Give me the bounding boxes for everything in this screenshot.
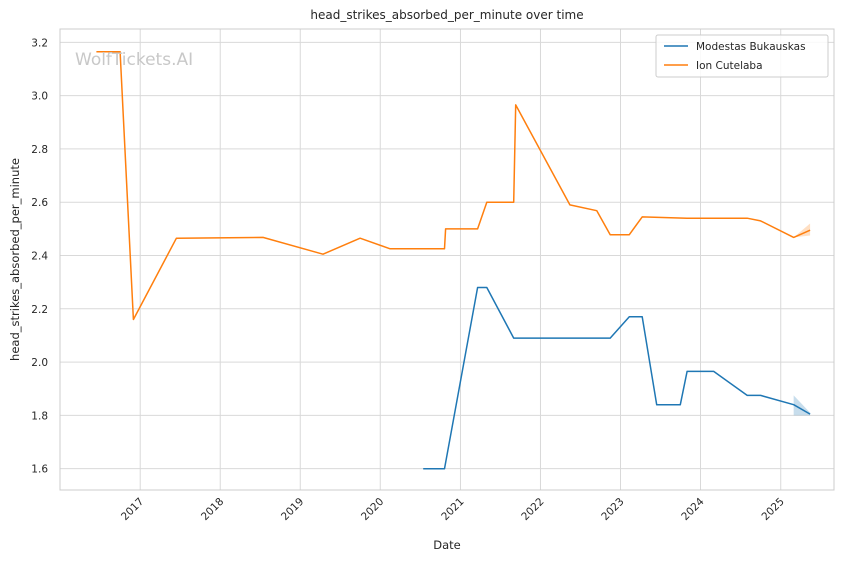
x-tick-labels: 2017 2018 2019 2020 2021 2022 2023 2024 2025 [119, 495, 787, 523]
x-tick-label: 2025 [759, 496, 786, 523]
plot-frame [59, 28, 835, 491]
x-axis-label: Date [433, 538, 461, 552]
x-tick-label: 2017 [119, 496, 146, 523]
y-tick-label: 2.2 [31, 304, 48, 316]
y-tick-label: 3.0 [31, 91, 48, 103]
x-tick-label: 2018 [199, 496, 226, 523]
legend-label-0: Modestas Bukauskas [696, 41, 806, 53]
legend: Modestas Bukauskas Ion Cutelaba [655, 34, 829, 78]
x-tick-label: 2022 [519, 496, 546, 523]
series-line-0 [423, 286, 811, 470]
legend-label-1: Ion Cutelaba [696, 60, 763, 72]
grid [60, 29, 834, 490]
y-tick-label: 2.4 [31, 251, 48, 263]
series-line-1 [96, 50, 811, 321]
y-tick-label: 2.8 [31, 144, 48, 156]
chart-title: head_strikes_absorbed_per_minute over ti… [310, 8, 583, 22]
x-tick-label: 2023 [599, 496, 626, 523]
x-tick-label: 2019 [279, 496, 306, 523]
y-axis-label: head_strikes_absorbed_per_minute [8, 158, 22, 361]
x-tick-label: 2020 [359, 496, 386, 523]
series-lines [96, 50, 811, 470]
series-band-1 [793, 223, 811, 238]
y-tick-label: 2.0 [31, 357, 48, 369]
legend-box [655, 34, 829, 78]
watermark: WolfTickets.AI [75, 50, 193, 70]
x-tick-label: 2024 [679, 495, 707, 523]
y-tick-label: 3.2 [31, 37, 48, 49]
confidence-bands [793, 223, 811, 416]
y-tick-label: 2.6 [31, 197, 48, 209]
plot-area [60, 29, 834, 490]
x-tick-label: 2021 [439, 496, 466, 523]
y-tick-label: 1.8 [31, 410, 48, 422]
y-tick-labels: 1.6 1.8 2.0 2.2 2.4 2.6 2.8 3.0 3.2 [31, 37, 48, 475]
y-tick-label: 1.6 [31, 464, 48, 476]
series-band-0 [793, 395, 811, 416]
